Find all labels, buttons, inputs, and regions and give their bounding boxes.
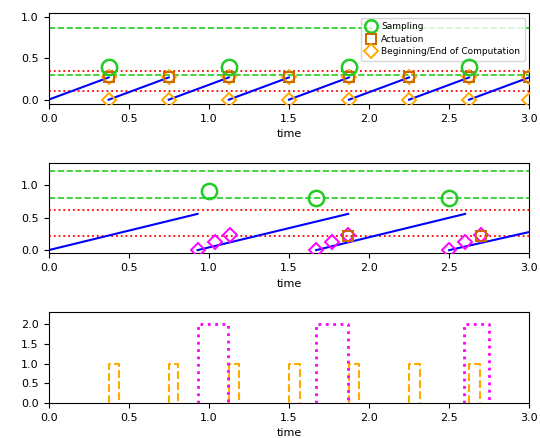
X-axis label: time: time [276,129,301,139]
X-axis label: time: time [276,279,301,289]
X-axis label: time: time [276,428,301,438]
Legend: Sampling, Actuation, Beginning/End of Computation: Sampling, Actuation, Beginning/End of Co… [361,18,525,61]
